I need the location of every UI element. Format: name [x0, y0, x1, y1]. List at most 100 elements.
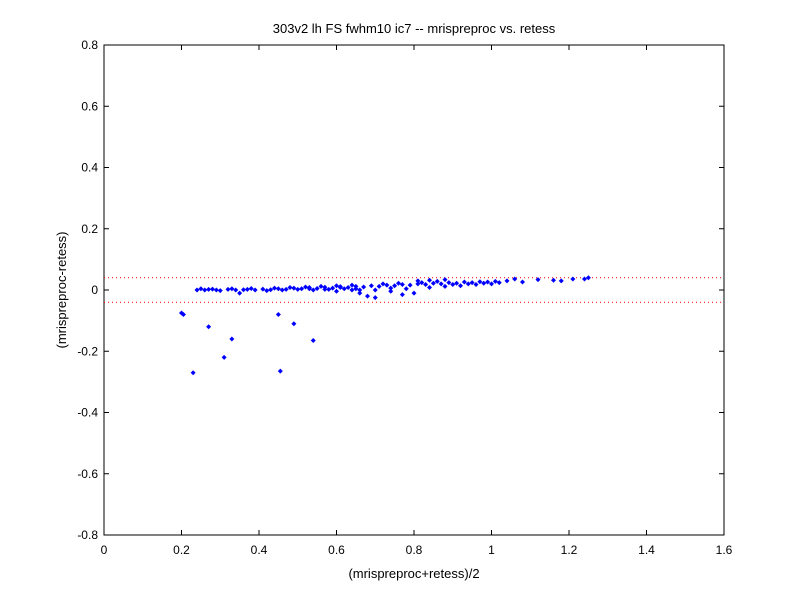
data-point	[481, 280, 487, 286]
data-point	[277, 368, 283, 374]
data-point	[399, 292, 405, 298]
x-axis-label: (mrispreproc+retess)/2	[348, 566, 479, 581]
x-tick-label: 0.8	[406, 543, 423, 557]
y-tick-label: 0.8	[81, 38, 98, 52]
data-point	[454, 280, 460, 286]
x-tick-label: 1.6	[716, 543, 733, 557]
data-point	[504, 278, 510, 284]
data-point	[213, 287, 219, 293]
data-point	[194, 287, 200, 293]
y-axis-ticks: 0.8 0.6 0.4 0.2 0 -0.2 -0.4 -0.6 -0.8	[77, 38, 724, 542]
data-point	[365, 293, 370, 299]
y-tick-label: -0.6	[77, 467, 98, 481]
data-point	[283, 286, 289, 292]
data-point	[260, 286, 266, 292]
data-point	[233, 287, 239, 293]
data-point	[241, 287, 246, 293]
y-tick-label: 0	[91, 283, 98, 297]
y-axis-label: (mrispreproc-retess)	[54, 231, 69, 348]
data-point	[492, 278, 498, 284]
y-tick-label: 0.4	[81, 161, 98, 175]
data-point	[403, 286, 409, 292]
data-point	[244, 286, 250, 292]
x-tick-label: 0.6	[328, 543, 345, 557]
data-point	[349, 282, 355, 288]
data-point	[388, 288, 394, 294]
data-point	[279, 287, 285, 293]
data-point	[446, 280, 452, 286]
data-point	[275, 312, 281, 317]
x-tick-label: 0.2	[173, 543, 190, 557]
data-point	[372, 295, 378, 301]
data-point	[520, 279, 525, 285]
data-point	[357, 290, 363, 296]
data-point	[303, 284, 308, 290]
data-point	[558, 278, 564, 284]
y-tick-label: -0.4	[77, 406, 98, 420]
reference-lines	[104, 277, 724, 303]
data-point	[310, 338, 316, 344]
data-point	[210, 286, 215, 292]
data-point	[237, 290, 243, 296]
data-point	[295, 286, 301, 292]
data-point	[469, 280, 475, 286]
data-point	[585, 275, 591, 281]
data-point	[512, 276, 518, 282]
data-point	[225, 286, 231, 292]
data-point	[489, 281, 494, 287]
data-point	[334, 288, 339, 294]
data-point	[349, 287, 355, 293]
data-point	[306, 286, 312, 292]
x-tick-label: 0	[101, 543, 108, 557]
data-point	[396, 280, 401, 286]
data-point	[252, 287, 258, 293]
data-point	[392, 283, 398, 289]
data-point	[206, 324, 212, 330]
data-point	[310, 287, 316, 293]
data-point	[438, 281, 444, 287]
data-point	[411, 290, 417, 296]
data-point	[388, 285, 394, 291]
data-point	[415, 281, 421, 287]
data-point	[430, 280, 436, 286]
data-point	[376, 283, 382, 289]
data-point	[287, 285, 293, 291]
data-point	[291, 321, 297, 327]
data-point	[334, 283, 339, 289]
data-point	[434, 278, 440, 284]
y-tick-label: 0.2	[81, 222, 98, 236]
y-tick-label: -0.2	[77, 344, 98, 358]
data-point	[372, 287, 378, 293]
chart-title: 303v2 lh FS fwhm10 ic7 -- mrispreproc vs…	[273, 21, 556, 36]
data-point	[353, 286, 359, 292]
data-point	[461, 279, 467, 285]
data-point	[337, 285, 343, 291]
data-point	[180, 312, 186, 317]
y-tick-label: -0.8	[77, 528, 98, 542]
data-point	[582, 276, 587, 282]
data-point	[229, 336, 235, 342]
data-point	[427, 277, 432, 283]
data-point	[361, 284, 367, 290]
data-point	[551, 277, 556, 283]
x-axis-ticks: 0 0.2 0.4 0.6 0.8 1 1.2 1.4 1.6	[101, 45, 733, 557]
data-point	[458, 283, 463, 289]
data-point	[399, 281, 405, 287]
data-point	[264, 288, 270, 294]
data-point	[419, 280, 425, 286]
data-point	[318, 283, 324, 289]
data-point	[314, 285, 320, 291]
data-point	[268, 287, 274, 293]
data-point	[275, 286, 281, 292]
x-tick-label: 1	[488, 543, 495, 557]
data-point	[345, 285, 351, 291]
data-point	[496, 280, 502, 286]
data-point	[535, 277, 541, 283]
data-point	[384, 282, 390, 288]
data-point	[341, 286, 347, 292]
data-points	[179, 275, 591, 376]
data-point	[190, 370, 196, 376]
data-point	[380, 281, 386, 287]
data-point	[291, 285, 297, 291]
data-point	[450, 281, 456, 287]
